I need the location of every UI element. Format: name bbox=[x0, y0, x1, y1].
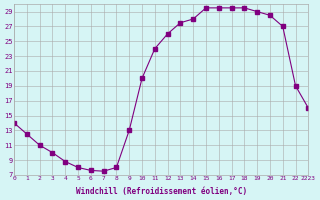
X-axis label: Windchill (Refroidissement éolien,°C): Windchill (Refroidissement éolien,°C) bbox=[76, 187, 247, 196]
